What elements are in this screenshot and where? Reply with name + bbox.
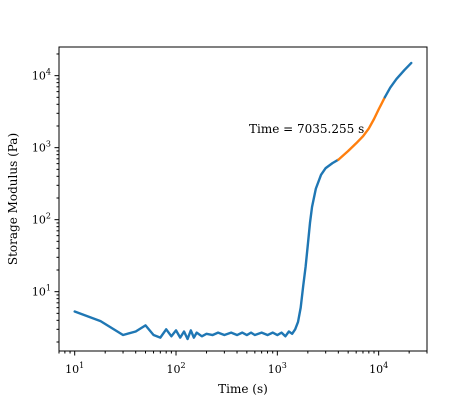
series-line-2: [337, 96, 387, 161]
series-layer: [73, 61, 413, 341]
x-axis-label: Time (s): [218, 382, 268, 396]
plot-frame: [58, 46, 428, 352]
x-tick-label: 101: [65, 361, 84, 376]
y-tick-label: 101: [32, 284, 51, 299]
y-tick-label: 104: [32, 68, 51, 83]
y-tick-label: 103: [32, 140, 51, 155]
x-tick-label: 102: [166, 361, 185, 376]
y-axis-label: Storage Modulus (Pa): [6, 133, 20, 265]
x-tick-label: 103: [268, 361, 287, 376]
x-tick-label: 104: [369, 361, 388, 376]
y-tick-label: 102: [32, 212, 51, 227]
ticks-layer: 101 102 103 104 101 102 103 104: [32, 53, 428, 376]
series-line-3: [383, 61, 413, 99]
series-line-1: [73, 158, 340, 341]
annotation-label: Time = 7035.255 s: [249, 122, 364, 136]
